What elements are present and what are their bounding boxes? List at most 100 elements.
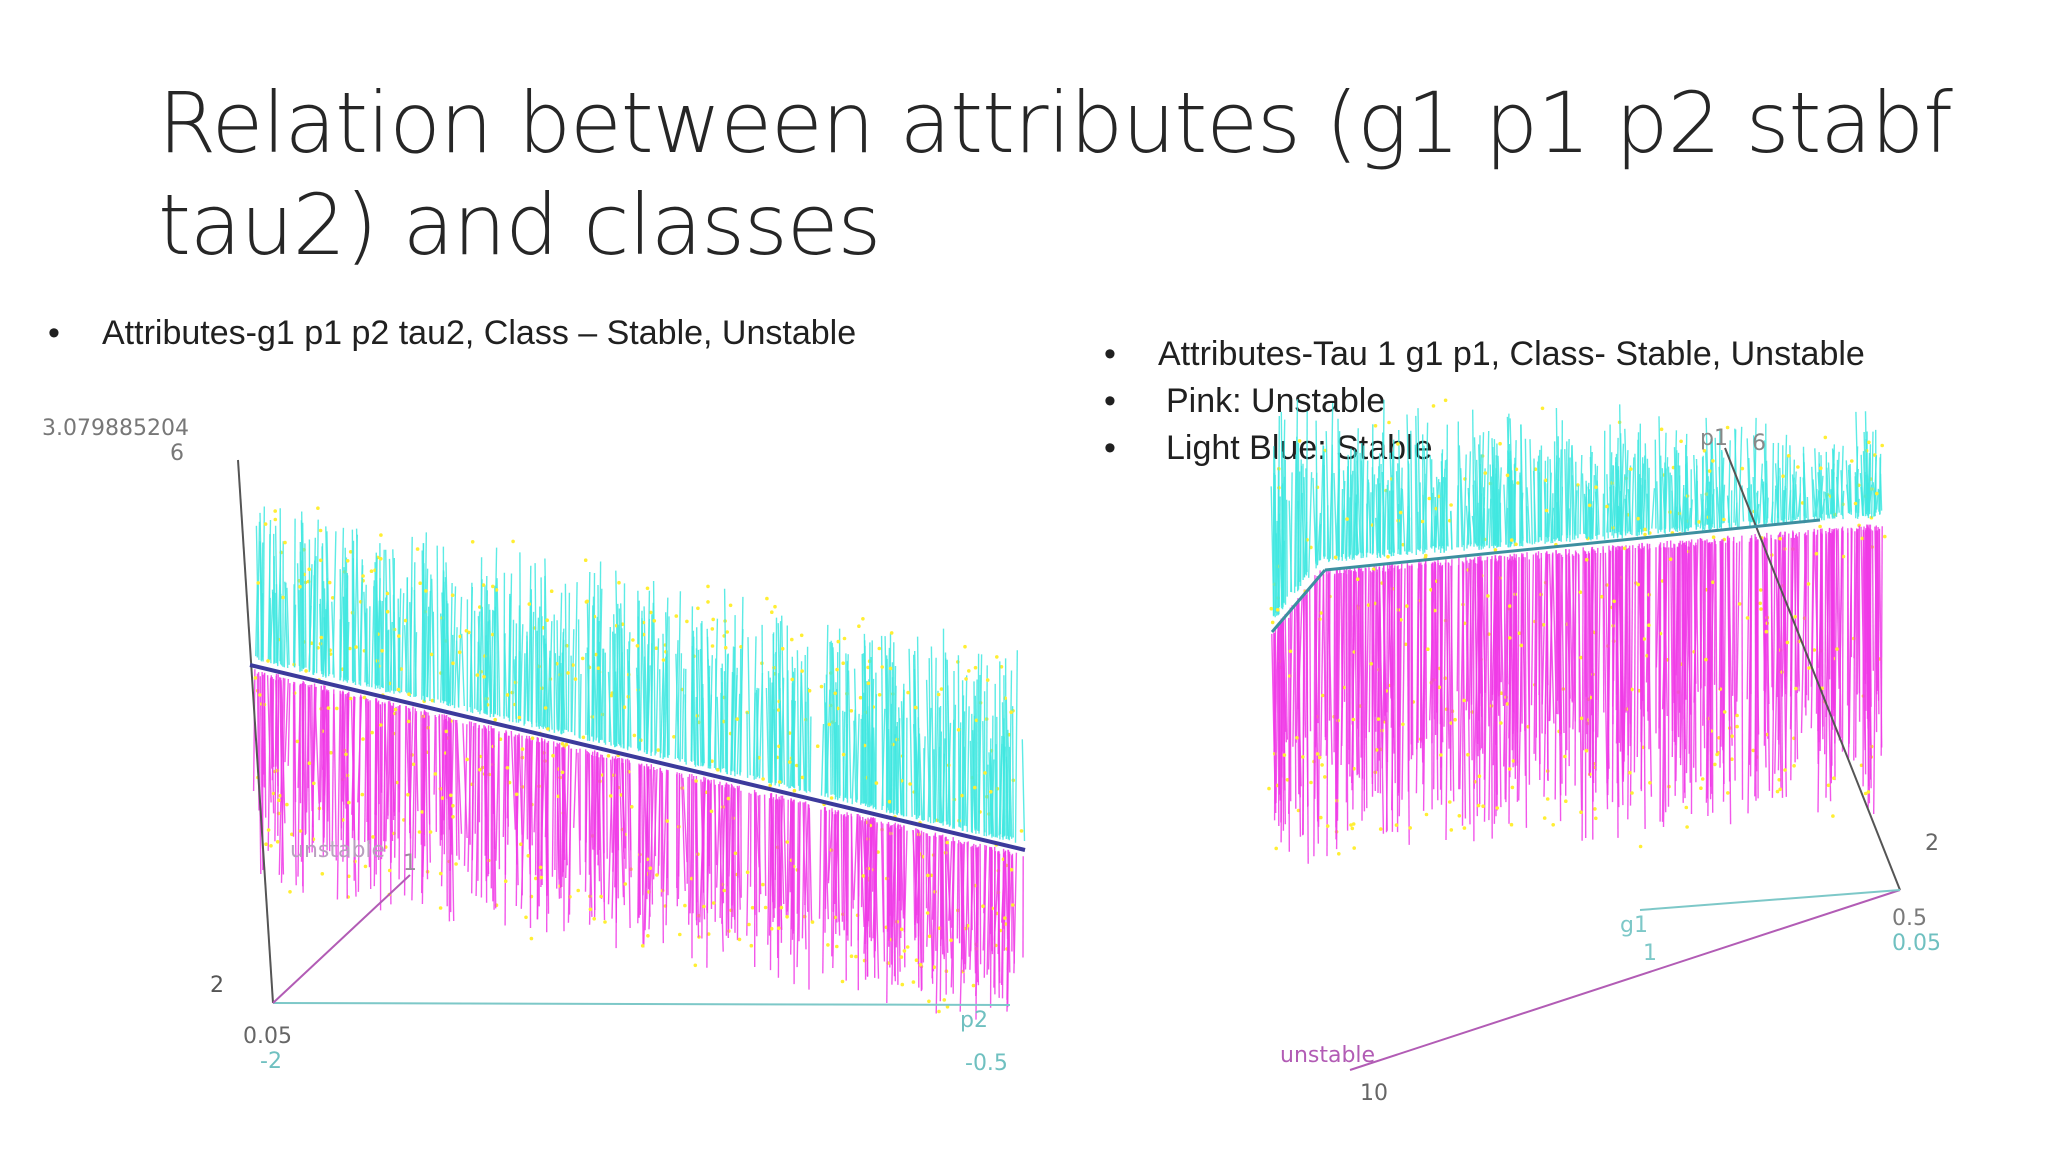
data-point — [983, 771, 987, 775]
data-point — [1785, 640, 1790, 645]
stable-spike — [1539, 472, 1542, 541]
stable-spike — [481, 606, 485, 714]
right-label-right-a: 0.5 — [1892, 906, 1927, 931]
data-point — [1462, 826, 1467, 830]
data-point — [1697, 520, 1701, 524]
stable-spike — [404, 625, 408, 694]
data-point — [1493, 548, 1498, 552]
data-point — [1376, 717, 1381, 721]
data-point — [363, 864, 368, 869]
data-point — [546, 727, 550, 731]
data-point — [1366, 603, 1371, 607]
data-point — [1424, 812, 1429, 817]
unstable-spike — [862, 816, 867, 895]
stable-spike — [944, 652, 948, 825]
unstable-spike — [689, 778, 693, 914]
stable-spike — [608, 626, 611, 743]
stable-spike — [269, 591, 274, 660]
stable-spike — [1873, 487, 1876, 514]
unstable-spike — [1341, 568, 1345, 747]
data-point — [1439, 753, 1443, 757]
data-point — [1352, 766, 1356, 771]
stable-spike — [1857, 498, 1860, 517]
stable-spike — [963, 675, 968, 826]
stable-spike — [908, 648, 913, 817]
unstable-spike — [1800, 532, 1807, 734]
stable-spike — [809, 716, 812, 793]
data-point — [258, 693, 262, 697]
unstable-spike — [1498, 560, 1502, 697]
stable-spike — [1390, 451, 1394, 550]
data-point — [800, 669, 804, 673]
unstable-spike — [1534, 555, 1539, 761]
unstable-spike — [367, 701, 370, 844]
stable-spike — [598, 588, 603, 742]
data-point — [926, 873, 930, 878]
data-point — [451, 804, 455, 808]
unstable-spike — [677, 774, 681, 900]
data-point — [877, 693, 882, 697]
unstable-spike — [1864, 530, 1867, 681]
data-point — [278, 793, 283, 798]
unstable-spike — [440, 714, 445, 841]
stable-spike — [1569, 446, 1573, 536]
unstable-spike — [1746, 541, 1751, 700]
stable-spike — [1683, 496, 1687, 528]
stable-spike — [898, 707, 902, 816]
stable-spike — [547, 650, 551, 728]
unstable-spike — [369, 700, 372, 890]
stable-spike — [591, 605, 594, 737]
data-point — [1320, 763, 1324, 767]
data-point — [312, 781, 316, 786]
data-point — [1793, 615, 1797, 619]
unstable-spike — [1770, 537, 1773, 688]
unstable-spike — [975, 847, 978, 1020]
data-point — [710, 644, 715, 648]
data-point — [1003, 916, 1007, 920]
stable-spike — [1826, 494, 1831, 519]
unstable-spike — [1645, 549, 1650, 683]
unstable-spike — [516, 734, 520, 836]
stable-spike — [1328, 473, 1333, 562]
data-point — [1486, 594, 1490, 598]
stable-spike — [528, 565, 532, 722]
data-point — [319, 635, 324, 640]
data-point — [1462, 698, 1466, 703]
unstable-spike — [1781, 531, 1786, 697]
data-point — [464, 629, 469, 633]
stable-spike — [963, 746, 967, 827]
stable-spike — [1722, 484, 1726, 524]
unstable-spike — [1853, 531, 1856, 761]
unstable-spike — [379, 704, 383, 793]
data-point — [1509, 538, 1514, 542]
data-point — [534, 876, 538, 881]
stable-spike — [302, 522, 305, 668]
unstable-spike — [796, 801, 801, 968]
stable-spike — [1520, 504, 1524, 547]
right-bullet-attributes: Attributes-Tau 1 g1 p1, Class- Stable, U… — [1096, 331, 1865, 378]
unstable-spike — [1618, 546, 1624, 806]
unstable-spike — [648, 766, 655, 930]
stable-spike — [1686, 456, 1690, 530]
unstable-spike — [699, 780, 706, 923]
data-point — [360, 792, 365, 797]
data-point — [503, 879, 508, 883]
stable-spike — [1478, 454, 1482, 544]
stable-spike — [1841, 490, 1845, 516]
unstable-spike — [555, 746, 560, 880]
data-point — [564, 742, 569, 747]
stable-spike — [549, 657, 553, 730]
data-point — [576, 888, 580, 893]
data-point — [457, 650, 462, 654]
unstable-spike — [1324, 569, 1328, 738]
data-point — [406, 792, 410, 797]
unstable-spike — [1313, 580, 1316, 857]
data-point — [1443, 398, 1448, 403]
unstable-spike — [900, 826, 903, 911]
data-point — [678, 932, 682, 937]
data-point — [874, 781, 879, 785]
unstable-spike — [1440, 565, 1443, 805]
unstable-spike — [267, 678, 272, 851]
stable-spike — [540, 577, 543, 728]
left-vertical-axis — [237, 459, 274, 1004]
